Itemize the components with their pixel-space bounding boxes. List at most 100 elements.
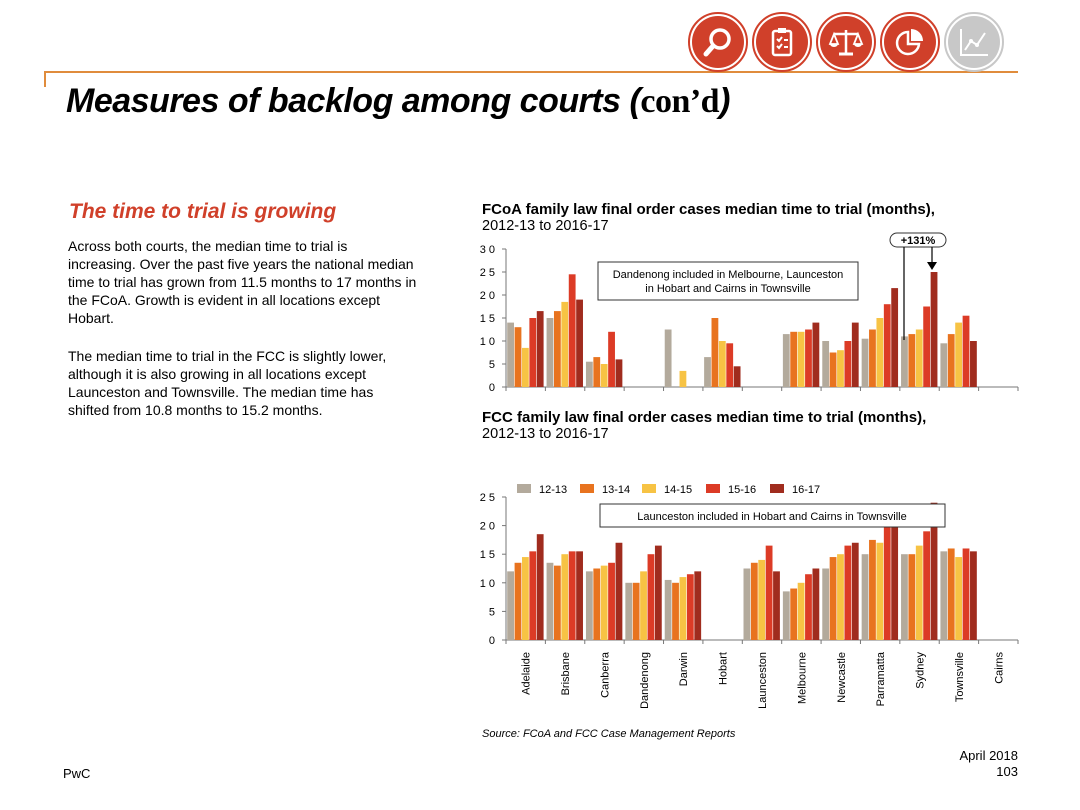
- fcoa-bar-chart: 0 5 1 0 1 5 2 0 2 5 3 0 Dandenong included in M…: [480, 232, 1019, 394]
- y-tick-label: 2 5: [480, 267, 495, 279]
- bar-canberra-13-14: [593, 357, 601, 387]
- bar-parramatta-13-14: [869, 539, 876, 640]
- bar-hobart-13-14: [711, 318, 719, 387]
- legend-label-15-16: 15-16: [728, 484, 756, 496]
- bar-darwin-16-17: [694, 571, 702, 640]
- x-tick-label: Darwin: [678, 652, 690, 686]
- page-title-main: Measures of backlog among courts (: [66, 82, 641, 120]
- bar-launceston-14-15: [758, 559, 766, 640]
- bar-sydney-12-13: [901, 554, 908, 640]
- bar-darwin-15-16: [686, 574, 694, 640]
- text-line: Launceston and Townsville. The median ti…: [68, 384, 374, 400]
- y-tick-label: 3 0: [480, 244, 495, 256]
- y-tick-label: 0: [489, 635, 495, 647]
- legend-label-16-17: 16-17: [792, 484, 820, 496]
- bar-brisbane-16-17: [576, 299, 583, 387]
- bar-townsville-13-14: [947, 334, 955, 387]
- bar-melbourne-16-17: [812, 322, 820, 387]
- growth-callout-box: [889, 232, 947, 248]
- y-tick-label: 5: [489, 359, 495, 371]
- bar-parramatta-15-16: [883, 304, 891, 387]
- legend-swatch-15-16: [706, 484, 720, 493]
- legend-swatch-14-15: [642, 484, 656, 493]
- bar-melbourne-15-16: [805, 574, 812, 640]
- legend-label-14-15: 14-15: [664, 484, 692, 496]
- pie-chart-icon[interactable]: [880, 12, 940, 72]
- x-tick-label: Townsville: [954, 652, 966, 702]
- x-tick-label: Parramatta: [875, 651, 887, 706]
- magnifier-icon[interactable]: [688, 12, 748, 72]
- chart1-subtitle: 2012-13 to 2016-17: [482, 218, 609, 234]
- bar-newcastle-13-14: [829, 352, 837, 387]
- legend-swatch-16-17: [770, 484, 784, 493]
- bar-townsville-15-16: [962, 548, 970, 640]
- bar-brisbane-15-16: [568, 274, 576, 387]
- bar-launceston-12-13: [743, 568, 751, 640]
- chart2-note-text: Launceston included in Hobart and Cairns…: [637, 511, 906, 523]
- bar-dandenong-14-15: [640, 571, 647, 640]
- bar-melbourne-12-13: [782, 591, 790, 640]
- bar-darwin-14-15: [679, 577, 687, 640]
- bar-adelaide-15-16: [529, 551, 537, 640]
- y-tick-label: 1 5: [480, 549, 495, 561]
- bar-parramatta-16-17: [891, 288, 899, 387]
- bar-newcastle-12-13: [822, 568, 830, 640]
- y-tick-label: 2 0: [480, 290, 495, 302]
- bar-brisbane-13-14: [553, 311, 561, 387]
- chart2-title-main: FCC family law final order cases median …: [482, 409, 927, 426]
- chart2-title: FCC family law final order cases median …: [482, 409, 926, 443]
- x-tick-label: Launceston: [757, 652, 769, 709]
- bar-sydney-12-13: [901, 336, 908, 387]
- bar-newcastle-13-14: [829, 557, 837, 640]
- bar-adelaide-13-14: [514, 327, 522, 387]
- chart1-title-main: FCoA family law final order cases median…: [482, 201, 935, 218]
- y-tick-label: 1 0: [480, 578, 495, 590]
- bar-melbourne-14-15: [797, 331, 805, 387]
- x-tick-label: Adelaide: [521, 652, 533, 695]
- bar-parramatta-14-15: [876, 318, 884, 387]
- source-note: Source: FCoA and FCC Case Management Rep…: [482, 728, 736, 740]
- bar-melbourne-14-15: [797, 582, 805, 640]
- bar-brisbane-14-15: [561, 554, 569, 640]
- y-tick-label: 5: [489, 606, 495, 618]
- bar-townsville-15-16: [962, 315, 970, 387]
- bar-newcastle-16-17: [851, 322, 859, 387]
- bar-adelaide-15-16: [529, 318, 537, 387]
- x-tick-label: Hobart: [718, 652, 730, 685]
- bar-newcastle-15-16: [844, 341, 852, 387]
- footer-org: PwC: [63, 766, 91, 781]
- bar-melbourne-13-14: [790, 588, 798, 640]
- x-tick-label: Newcastle: [836, 652, 848, 703]
- bar-hobart-15-16: [726, 343, 734, 387]
- text-line: although it is also growing in all locat…: [68, 366, 367, 382]
- x-tick-label: Cairns: [993, 652, 1005, 684]
- text-line: The median time to trial in the FCC is s…: [68, 348, 387, 364]
- bar-adelaide-13-14: [514, 562, 522, 640]
- bar-newcastle-14-15: [837, 554, 844, 640]
- header-rule-tick: [44, 71, 46, 87]
- paragraph-fcoa: Across both courts, the median time to t…: [68, 237, 453, 327]
- bar-adelaide-14-15: [521, 557, 529, 640]
- bar-brisbane-15-16: [568, 551, 576, 640]
- text-line: time to trial has grown from 11.5 months…: [68, 274, 417, 290]
- clipboard-checklist-icon[interactable]: [752, 12, 812, 72]
- bar-darwin-14-15: [679, 370, 687, 387]
- chart1-title: FCoA family law final order cases median…: [482, 201, 935, 235]
- text-line: Hobart.: [68, 310, 114, 326]
- bar-brisbane-14-15: [561, 301, 569, 387]
- y-tick-label: 1 0: [480, 336, 495, 348]
- x-tick-label: Sydney: [915, 652, 927, 689]
- icon-row: [688, 12, 1004, 72]
- bar-brisbane-12-13: [546, 318, 554, 387]
- bar-canberra-12-13: [585, 361, 593, 387]
- y-tick-label: 1 5: [480, 313, 495, 325]
- bar-townsville-12-13: [940, 343, 948, 387]
- line-graph-icon[interactable]: [944, 12, 1004, 72]
- bar-hobart-12-13: [704, 357, 711, 387]
- scales-icon[interactable]: [816, 12, 876, 72]
- x-tick-label: Brisbane: [560, 652, 572, 695]
- x-tick-label: Dandenong: [639, 652, 651, 709]
- bar-newcastle-12-13: [822, 341, 830, 387]
- fcc-bar-chart: 0 5 1 0 1 5 2 0 2 5 Adelaide Brisbane Canberra Da…: [480, 484, 1019, 709]
- x-tick-label: Canberra: [599, 651, 611, 698]
